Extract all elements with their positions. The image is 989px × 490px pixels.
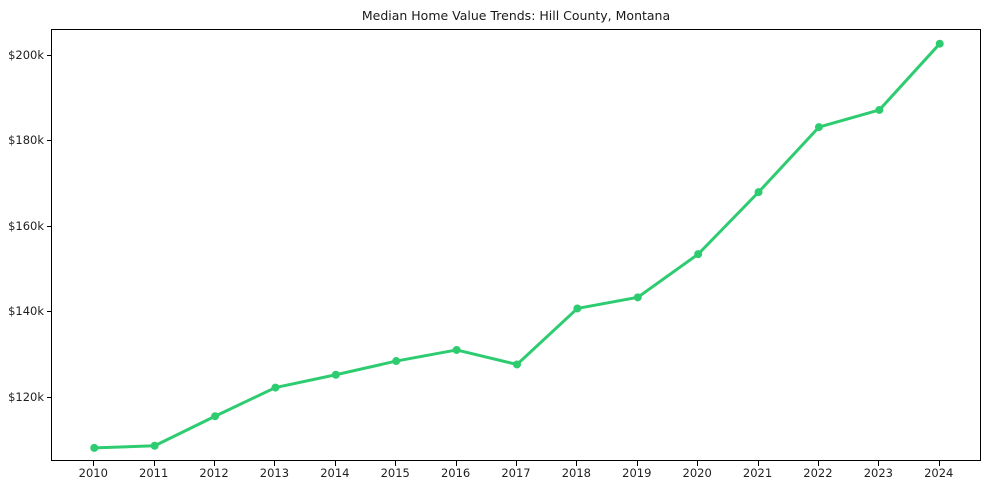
- y-tick-label: $200k: [8, 47, 44, 62]
- y-tick-label: $160k: [8, 218, 44, 233]
- y-tick-mark: [47, 54, 52, 56]
- x-tick-mark: [878, 461, 880, 466]
- data-point-marker: [814, 123, 823, 132]
- data-point-marker: [271, 383, 280, 392]
- x-tick-mark: [153, 461, 155, 466]
- x-tick-label: 2018: [561, 466, 592, 480]
- y-tick-label: $180k: [8, 133, 44, 148]
- x-tick-mark: [93, 461, 95, 466]
- y-tick-mark: [47, 396, 52, 398]
- line-series-markers: [90, 39, 944, 452]
- data-point-marker: [633, 293, 642, 302]
- data-point-marker: [392, 357, 401, 366]
- x-tick-mark: [757, 461, 759, 466]
- data-point-marker: [90, 443, 99, 452]
- x-tick-mark: [938, 461, 940, 466]
- x-tick-label: 2019: [622, 466, 652, 480]
- y-tick-mark: [47, 311, 52, 313]
- x-tick-label: 2023: [863, 466, 893, 480]
- plot-area: [51, 29, 981, 461]
- x-tick-label: 2022: [803, 466, 833, 480]
- x-tick-mark: [214, 461, 216, 466]
- data-point-marker: [211, 412, 220, 421]
- y-axis: $120k $140k $160k $180k $200k: [0, 0, 44, 490]
- x-tick-mark: [455, 461, 457, 466]
- data-point-marker: [875, 105, 884, 114]
- data-point-marker: [452, 345, 461, 354]
- x-tick-label: 2015: [380, 466, 410, 480]
- x-tick-label: 2020: [682, 466, 712, 480]
- x-tick-label: 2017: [501, 466, 531, 480]
- x-tick-label: 2013: [259, 466, 290, 480]
- data-point-marker: [694, 250, 703, 259]
- data-point-marker: [935, 39, 944, 48]
- x-tick-mark: [395, 461, 397, 466]
- data-point-marker: [150, 441, 159, 450]
- line-series-svg: [90, 39, 944, 452]
- x-tick-mark: [636, 461, 638, 466]
- y-tick-mark: [47, 225, 52, 227]
- x-tick-label: 2021: [742, 466, 773, 480]
- data-point-marker: [754, 188, 763, 197]
- x-tick-label: 2016: [440, 466, 471, 480]
- y-tick-mark: [47, 140, 52, 142]
- y-tick-label: $120k: [8, 389, 44, 404]
- x-tick-mark: [697, 461, 699, 466]
- x-tick-label: 2012: [199, 466, 229, 480]
- data-point-marker: [513, 360, 521, 369]
- x-tick-mark: [516, 461, 517, 466]
- x-tick-mark: [274, 461, 276, 466]
- line-series-path: [92, 42, 942, 450]
- x-tick-label: 2024: [924, 466, 954, 480]
- data-point-marker: [573, 304, 582, 313]
- x-tick-label: 2010: [78, 466, 108, 480]
- data-point-marker: [331, 370, 340, 379]
- x-tick-label: 2014: [320, 466, 350, 480]
- x-tick-mark: [334, 461, 336, 466]
- y-tick-label: $140k: [8, 304, 44, 319]
- x-tick-label: 2011: [139, 466, 169, 480]
- chart-title: Median Home Value Trends: Hill County, M…: [361, 8, 671, 23]
- x-tick-mark: [817, 461, 819, 466]
- x-tick-mark: [576, 461, 578, 466]
